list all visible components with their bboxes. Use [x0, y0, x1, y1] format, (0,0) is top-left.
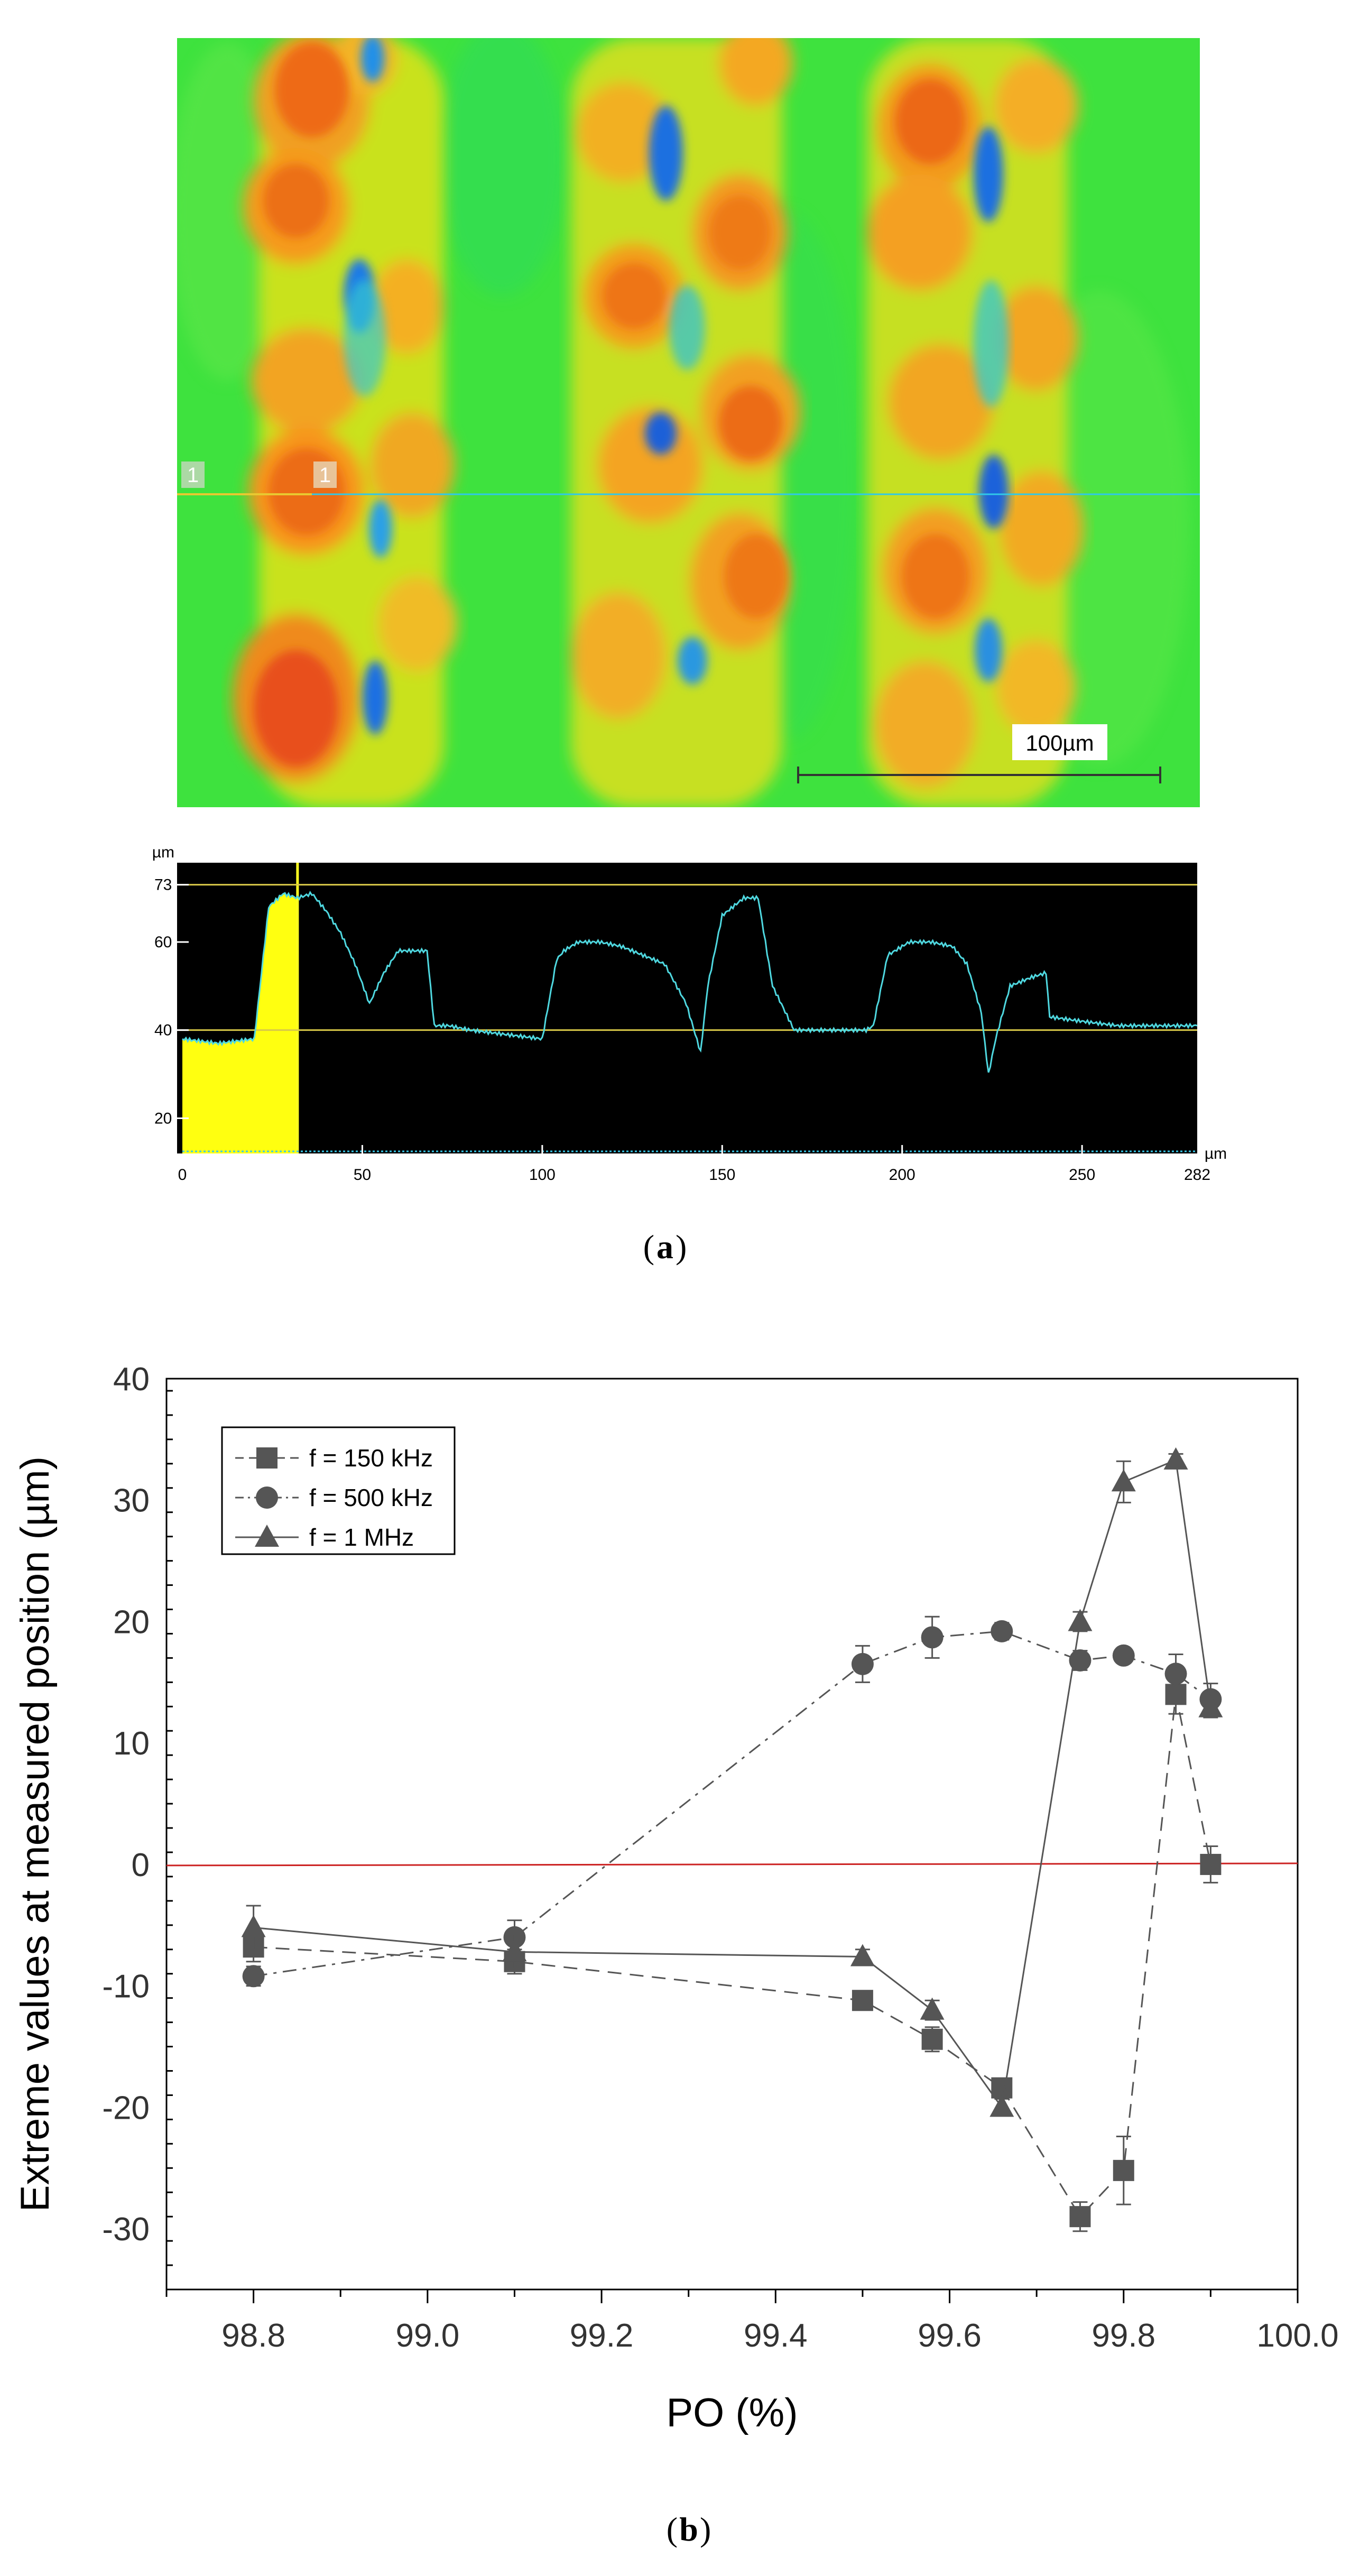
caption-a-close: ) — [676, 1228, 687, 1266]
data-point — [502, 1939, 527, 1962]
legend-label-1: f = 500 kHz — [309, 1484, 433, 1511]
x-tick-label: 98.8 — [221, 2318, 285, 2354]
profile-x-tick-label: 50 — [354, 1166, 371, 1184]
data-point — [1164, 1663, 1187, 1685]
y-axis-title: Extreme values at measured position (µm) — [13, 1456, 58, 2212]
legend-marker-0 — [256, 1447, 278, 1469]
caption-a-open: ( — [643, 1228, 654, 1266]
x-tick-label: 99.8 — [1092, 2318, 1155, 2354]
profile-chart: 20 40 60 73 µm 0 50 100 150 200 250 282 µm — [152, 844, 1227, 1184]
data-point — [242, 1965, 265, 1988]
data-point — [991, 1620, 1013, 1642]
legend-marker-1 — [256, 1486, 278, 1509]
profile-series-line — [182, 890, 1198, 1073]
x-tick-label: 99.0 — [396, 2318, 460, 2354]
data-point — [850, 1944, 875, 1966]
profile-marker-right[interactable] — [313, 461, 337, 488]
legend: f = 150 kHz f = 500 kHz f = 1 MHz — [221, 1426, 456, 1555]
profile-y-unit: µm — [152, 844, 174, 861]
data-point — [921, 1626, 944, 1649]
data-point — [1069, 2206, 1091, 2228]
data-point — [920, 1997, 945, 2020]
data-point — [1112, 1644, 1135, 1667]
y-tick-label: 10 — [113, 1725, 150, 1762]
profile-x-tick-label: 282 — [1184, 1166, 1210, 1184]
data-point — [1111, 1469, 1136, 1492]
data-point — [1113, 2159, 1134, 2181]
y-tick-label: -20 — [102, 2090, 150, 2126]
profile-x-unit: µm — [1205, 1145, 1227, 1162]
y-tick-label: 0 — [132, 1847, 150, 1883]
profile-y-tick-label: 60 — [154, 934, 172, 951]
profile-x-tick-label: 200 — [889, 1166, 915, 1184]
profile-x-tick-label: 0 — [178, 1166, 187, 1184]
series-line-0 — [253, 1694, 1211, 2218]
legend-label-0: f = 150 kHz — [309, 1444, 433, 1472]
caption-b-letter: b — [679, 2510, 698, 2548]
y-tick-label: 20 — [113, 1604, 150, 1640]
data-point — [1163, 1447, 1188, 1470]
data-point — [241, 1915, 266, 1937]
legend-marker-2 — [255, 1525, 279, 1547]
scale-bar: 100µm — [797, 724, 1161, 783]
data-point — [1198, 1695, 1223, 1718]
data-point — [851, 1652, 874, 1675]
extreme-values-chart: 40 30 20 10 0 -10 -20 -30 98.8 99.0 99.2 99.4 99.6 99… — [13, 1361, 1339, 2435]
x-tick-label: 100.0 — [1256, 2318, 1338, 2354]
profile-y-tick-label: 73 — [154, 876, 172, 894]
profile-x-tick-label: 100 — [529, 1166, 556, 1184]
zero-reference-line — [166, 1862, 1298, 1867]
y-tick-label: -30 — [102, 2211, 150, 2248]
x-axis-title: PO (%) — [666, 2390, 798, 2435]
profile-cursor-fill — [182, 893, 298, 1153]
data-point — [852, 1990, 873, 2011]
caption-a-letter: a — [656, 1228, 673, 1266]
y-tick-label: 30 — [113, 1483, 150, 1519]
caption-b-close: ) — [700, 2510, 711, 2548]
profile-y-tick-label: 20 — [154, 1110, 172, 1127]
height-map-image — [177, 38, 1200, 807]
legend-label-2: f = 1 MHz — [309, 1524, 414, 1551]
x-tick-label: 99.6 — [918, 2318, 982, 2354]
data-point — [989, 2094, 1014, 2117]
data-point — [1068, 1609, 1093, 1631]
profile-y-tick-label: 40 — [154, 1022, 172, 1039]
profile-marker-right-label: 1 — [319, 464, 331, 487]
profile-x-tick-label: 150 — [709, 1166, 735, 1184]
profile-x-tick-label: 250 — [1069, 1166, 1095, 1184]
data-point — [921, 2028, 943, 2050]
data-point — [1200, 1853, 1222, 1875]
caption-b-open: ( — [667, 2510, 678, 2548]
y-tick-label: 40 — [113, 1361, 150, 1398]
x-tick-label: 99.2 — [570, 2318, 634, 2354]
x-tick-label: 99.4 — [744, 2318, 808, 2354]
profile-marker-left[interactable] — [181, 461, 205, 488]
scale-bar-label: 100µm — [1025, 731, 1094, 755]
profile-marker-left-label: 1 — [187, 464, 199, 487]
y-tick-label: -10 — [102, 1969, 150, 2005]
